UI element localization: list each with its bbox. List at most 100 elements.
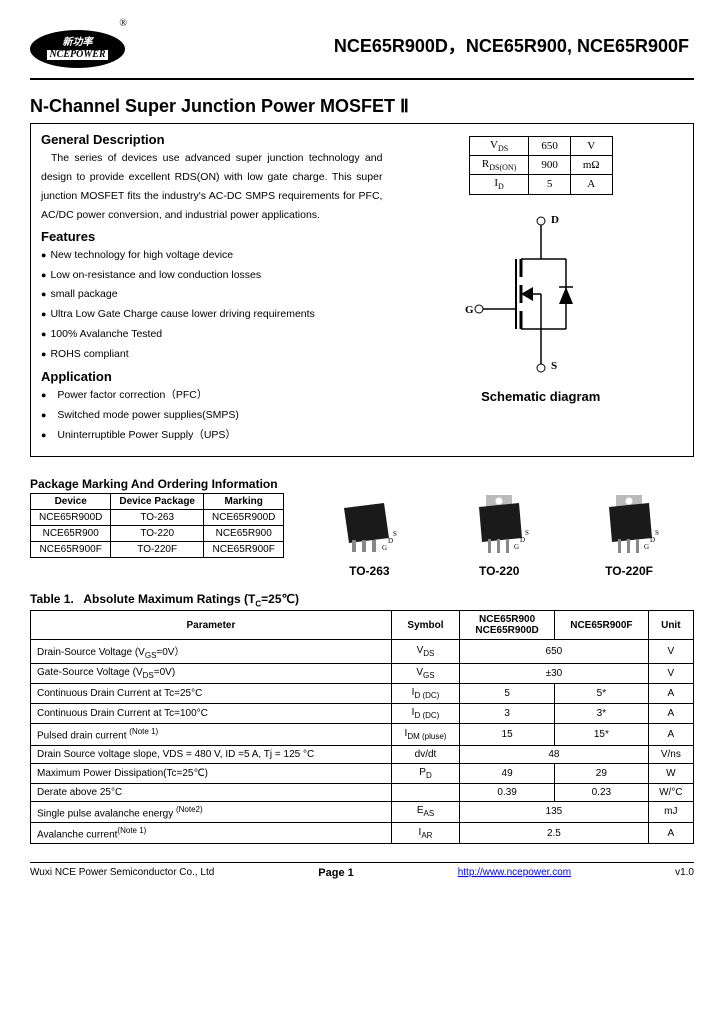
ratings-unit-cell: V	[648, 640, 693, 664]
spec-cell: ID	[469, 175, 528, 194]
application-list: Power factor correction（PFC） Switched mo…	[41, 386, 382, 446]
pin-g: G	[465, 304, 474, 316]
package-image-item: G D S TO-263	[334, 498, 404, 578]
spec-cell: mΩ	[570, 156, 612, 175]
schematic-caption: Schematic diagram	[481, 389, 600, 404]
page-header: ® 新功率 NCEPOWER NCE65R900D，NCE65R900, NCE…	[30, 20, 694, 80]
spec-cell: V	[570, 137, 612, 156]
section-title: N-Channel Super Junction Power MOSFET Ⅱ	[30, 96, 694, 117]
application-item: Switched mode power supplies(SMPS)	[41, 406, 382, 426]
ratings-unit-cell: A	[648, 823, 693, 844]
svg-text:S: S	[525, 529, 529, 537]
pkg-cell: NCE65R900F	[204, 542, 284, 558]
ratings-table: ParameterSymbolNCE65R900NCE65R900DNCE65R…	[30, 610, 694, 844]
general-heading: General Description	[41, 132, 382, 147]
pin-d: D	[551, 214, 559, 226]
registered-mark: ®	[119, 18, 127, 29]
spec-cell: A	[570, 175, 612, 194]
pin-s: S	[551, 360, 557, 372]
pkg-cell: NCE65R900F	[31, 542, 111, 558]
pkg-header-cell: Device Package	[111, 494, 204, 510]
general-text: The series of devices use advanced super…	[41, 149, 382, 225]
ratings-header-cell: Parameter	[31, 611, 392, 640]
package-table: DeviceDevice PackageMarkingNCE65R900DTO-…	[30, 493, 284, 558]
package-images: G D S TO-263 G D S TO-220 G D S TO-220F	[304, 493, 694, 578]
ratings-symbol-cell: VDS	[391, 640, 459, 664]
svg-text:S: S	[393, 530, 397, 538]
ratings-param-cell: Continuous Drain Current at Tc=100°C	[31, 704, 392, 724]
pkg-cell: NCE65R900	[204, 526, 284, 542]
ratings-value-cell: 650	[460, 640, 649, 664]
footer-page: Page 1	[318, 867, 353, 879]
ratings-value-cell: 48	[460, 745, 649, 763]
pkg-cell: NCE65R900	[31, 526, 111, 542]
pkg-cell: TO-220	[111, 526, 204, 542]
ratings-unit-cell: A	[648, 684, 693, 704]
pkg-cell: NCE65R900D	[204, 510, 284, 526]
feature-item: 100% Avalanche Tested	[41, 325, 382, 345]
footer-url[interactable]: http://www.ncepower.com	[458, 867, 571, 879]
overview-right: VDS650VRDS(ON)900mΩID5A D G S	[398, 128, 683, 448]
ratings-value-cell: 15	[460, 724, 555, 745]
package-caption: TO-220F	[594, 564, 664, 578]
feature-item: New technology for high voltage device	[41, 246, 382, 266]
logo-english: NCEPOWER	[47, 50, 107, 60]
ratings-value-cell: 3*	[555, 704, 649, 724]
ratings-param-cell: Continuous Drain Current at Tc=25°C	[31, 684, 392, 704]
ratings-header-cell: Unit	[648, 611, 693, 640]
features-heading: Features	[41, 229, 382, 244]
ratings-symbol-cell: VGS	[391, 664, 459, 684]
package-caption: TO-220	[464, 564, 534, 578]
logo-oval: 新功率 NCEPOWER	[30, 30, 125, 68]
ratings-param-cell: Drain Source voltage slope, VDS = 480 V,…	[31, 745, 392, 763]
svg-text:D: D	[520, 536, 525, 544]
ratings-param-cell: Single pulse avalanche energy (Note2)	[31, 801, 392, 822]
page-footer: Wuxi NCE Power Semiconductor Co., Ltd Pa…	[30, 862, 694, 879]
package-image-item: G D S TO-220F	[594, 493, 664, 578]
ratings-symbol-cell: IDM (pluse)	[391, 724, 459, 745]
ratings-symbol-cell: EAS	[391, 801, 459, 822]
ratings-value-cell: 29	[555, 763, 649, 783]
feature-item: small package	[41, 285, 382, 305]
feature-item: ROHS compliant	[41, 345, 382, 365]
package-heading: Package Marking And Ordering Information	[30, 477, 694, 491]
svg-text:G: G	[514, 543, 519, 551]
ratings-unit-cell: A	[648, 724, 693, 745]
ratings-param-cell: Pulsed drain current (Note 1)	[31, 724, 392, 745]
package-caption: TO-263	[334, 564, 404, 578]
footer-version: v1.0	[675, 867, 694, 879]
pkg-cell: TO-263	[111, 510, 204, 526]
ratings-header-cell: NCE65R900F	[555, 611, 649, 640]
feature-item: Low on-resistance and low conduction los…	[41, 266, 382, 286]
ratings-value-cell: 5	[460, 684, 555, 704]
overview-left: General Description The series of device…	[41, 128, 382, 448]
footer-company: Wuxi NCE Power Semiconductor Co., Ltd	[30, 867, 214, 879]
ratings-value-cell: 0.23	[555, 783, 649, 801]
ratings-symbol-cell: ID (DC)	[391, 704, 459, 724]
spec-table: VDS650VRDS(ON)900mΩID5A	[469, 136, 613, 195]
ratings-value-cell: ±30	[460, 664, 649, 684]
ratings-symbol-cell: ID (DC)	[391, 684, 459, 704]
application-item: Uninterruptible Power Supply（UPS）	[41, 426, 382, 446]
spec-cell: 650	[529, 137, 571, 156]
overview-box: General Description The series of device…	[30, 123, 694, 457]
ratings-param-cell: Gate-Source Voltage (VDS=0V)	[31, 664, 392, 684]
spec-cell: 900	[529, 156, 571, 175]
table1-heading-text: Table 1. Absolute Maximum Ratings (TC=25…	[30, 592, 299, 606]
pkg-header-cell: Marking	[204, 494, 284, 510]
pkg-cell: TO-220F	[111, 542, 204, 558]
ratings-param-cell: Avalanche current(Note 1)	[31, 823, 392, 844]
application-item: Power factor correction（PFC）	[41, 386, 382, 406]
ratings-value-cell: 0.39	[460, 783, 555, 801]
ratings-value-cell: 2.5	[460, 823, 649, 844]
logo-chinese: 新功率	[63, 38, 93, 48]
svg-text:G: G	[382, 544, 387, 552]
ratings-symbol-cell: dv/dt	[391, 745, 459, 763]
schematic-diagram: D G S	[461, 209, 621, 379]
ratings-value-cell: 5*	[555, 684, 649, 704]
package-row: DeviceDevice PackageMarkingNCE65R900DTO-…	[30, 493, 694, 578]
svg-text:D: D	[388, 537, 393, 545]
ratings-unit-cell: V	[648, 664, 693, 684]
spec-cell: VDS	[469, 137, 528, 156]
ratings-symbol-cell: IAR	[391, 823, 459, 844]
